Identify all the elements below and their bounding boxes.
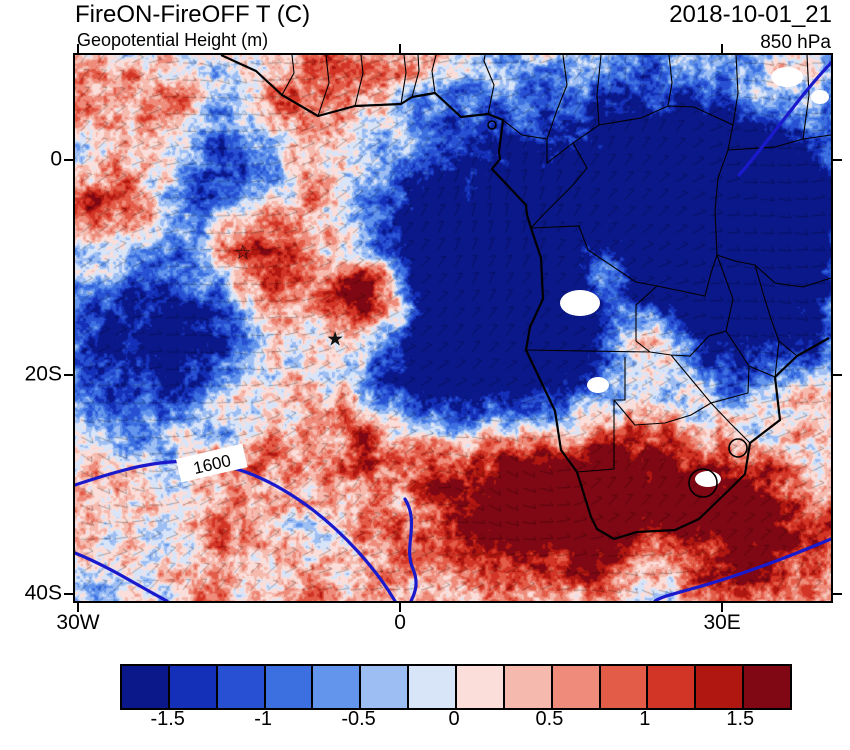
colorbar-cell <box>122 666 170 708</box>
y-tick-mark <box>64 592 73 595</box>
colorbar-cell <box>409 666 458 708</box>
x-tick-label: 30E <box>703 611 741 634</box>
y-tick-mark <box>833 373 842 376</box>
colorbar-cell <box>265 666 314 708</box>
colorbar <box>120 664 792 710</box>
no-data-white-patches <box>560 67 829 487</box>
colorbar-cell <box>552 666 601 708</box>
colorbar-cell <box>696 666 745 708</box>
colorbar-cell <box>361 666 410 708</box>
y-tick-mark <box>64 158 73 161</box>
y-tick-label: 20S <box>24 362 62 386</box>
colorbar-cell <box>313 666 362 708</box>
colorbar-cell <box>457 666 505 708</box>
x-tick-mark <box>721 603 724 612</box>
x-tick-mark <box>77 603 80 612</box>
x-tick-label: 30W <box>56 611 100 634</box>
y-tick-label: 0 <box>50 147 62 171</box>
africa-coastline <box>220 55 830 541</box>
plot-pressure-level: 850 hPa <box>760 32 831 53</box>
plot-datetime: 2018-10-01_21 <box>669 1 832 28</box>
y-tick-mark <box>833 158 842 161</box>
colorbar-cell <box>217 666 266 708</box>
colorbar-tick-label: 0 <box>448 708 460 730</box>
colorbar-tick-label: -1 <box>254 708 273 730</box>
temperature-anomaly-field-canvas <box>75 55 831 601</box>
plot-subtitle: Geopotential Height (m) <box>77 30 269 50</box>
colorbar-tick-label: 0.5 <box>535 708 564 730</box>
station-markers: ☆★ <box>234 242 344 350</box>
colorbar-tick-label: -1.5 <box>150 708 185 730</box>
colorbar-cell <box>169 666 218 708</box>
geopotential-height-contours <box>75 61 831 601</box>
map-plot-area: 1600 ☆ ★ <box>73 53 833 603</box>
x-tick-mark <box>721 44 724 53</box>
open-star-marker-icon: ☆ <box>234 242 252 264</box>
filled-star-marker-icon: ★ <box>326 328 344 350</box>
x-tick-mark <box>399 44 402 53</box>
plot-title: FireON-FireOFF T (C) <box>75 1 311 28</box>
colorbar-tick-label: 1 <box>639 708 651 730</box>
colorbar-cell <box>504 666 553 708</box>
map-overlay: 1600 ☆★ <box>75 55 831 601</box>
colorbar-tick-label: -0.5 <box>341 708 376 730</box>
x-tick-label: 0 <box>394 611 406 634</box>
colorbar-cell <box>744 666 791 708</box>
small-country-outlines <box>487 120 748 498</box>
x-tick-mark <box>77 44 80 53</box>
y-tick-mark <box>64 373 73 376</box>
y-tick-mark <box>833 592 842 595</box>
colorbar-cell <box>600 666 649 708</box>
contour-label-1600: 1600 <box>175 443 248 483</box>
colorbar-tick-label: 1.5 <box>726 708 755 730</box>
colorbar-cell <box>648 666 697 708</box>
country-borders <box>281 55 831 473</box>
y-tick-label: 40S <box>24 581 62 605</box>
x-tick-mark <box>399 603 402 612</box>
